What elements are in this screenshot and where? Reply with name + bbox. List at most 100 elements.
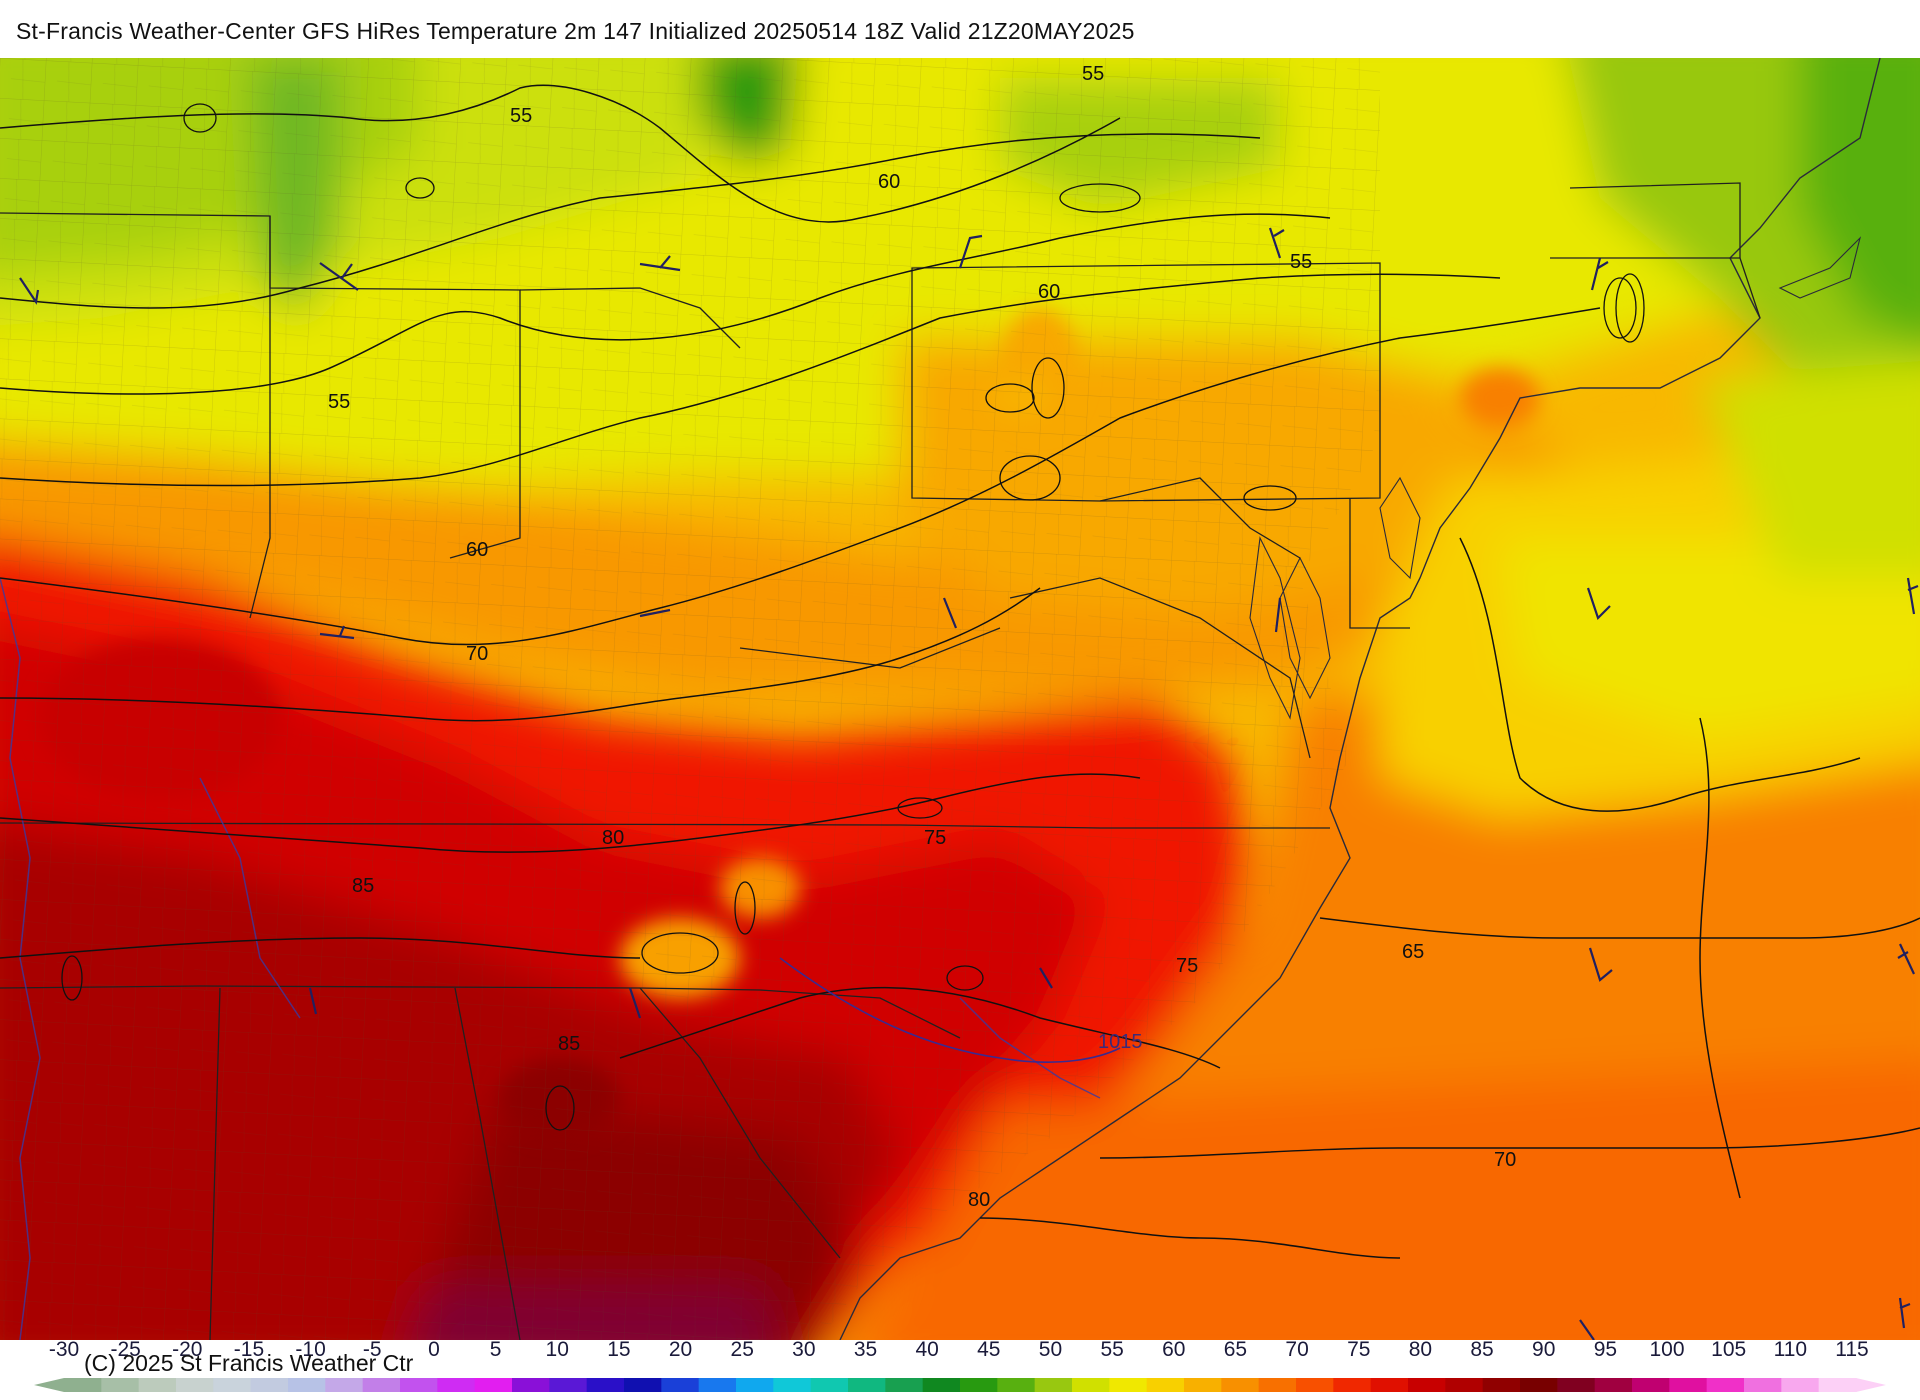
contour-label: 70: [466, 643, 488, 665]
colorbar-swatch: [400, 1378, 438, 1392]
colorbar-tick-label: 70: [1285, 1338, 1309, 1361]
colorbar-arrow-right: [1856, 1378, 1886, 1392]
colorbar-swatch: [1781, 1378, 1820, 1392]
contour-label: 70: [1494, 1149, 1516, 1171]
temperature-map[interactable]: 55 55 55 55 60 60 60 70 80 75 85 85 75 8…: [0, 58, 1920, 1340]
colorbar-tick-label: 20: [668, 1338, 693, 1361]
colorbar-swatch: [1557, 1378, 1596, 1392]
contour-label: 65: [1402, 941, 1424, 963]
colorbar-tick-label: 80: [1408, 1338, 1433, 1361]
colorbar-swatch: [960, 1378, 998, 1392]
colorbar-tick-label: -25: [110, 1338, 141, 1361]
contour-label: 75: [924, 827, 946, 849]
colorbar-swatch: [549, 1378, 588, 1392]
colorbar-swatch: [1445, 1378, 1484, 1392]
colorbar-tick-label: 50: [1038, 1338, 1063, 1361]
contour-label: 80: [602, 827, 624, 849]
county-lines: [0, 58, 1380, 1340]
colorbar-swatch: [1034, 1378, 1073, 1392]
colorbar-swatch: [1296, 1378, 1334, 1392]
colorbar-tick-label: 15: [607, 1338, 631, 1361]
map-canvas[interactable]: 55 55 55 55 60 60 60 70 80 75 85 85 75 8…: [0, 58, 1920, 1340]
colorbar-swatch: [1258, 1378, 1297, 1392]
colorbar-tick-label: 60: [1162, 1338, 1186, 1361]
colorbar-tick-label: -5: [362, 1338, 382, 1361]
colorbar-strip: [34, 1378, 1886, 1392]
colorbar-swatch: [1669, 1378, 1708, 1392]
title-bar: St-Francis Weather-Center GFS HiRes Temp…: [0, 0, 1920, 58]
temperature-colorbar: -30 -25 -20 -15 -10 -5 0 5 10 15 20 25 30 35 40 45 50 55 6…: [0, 1338, 1920, 1400]
colorbar-tick-label: 25: [730, 1338, 754, 1361]
rivers: [0, 577, 1101, 1340]
colorbar-tick-label: 40: [915, 1338, 939, 1361]
colorbar-swatch: [773, 1378, 812, 1392]
contour-label: 85: [558, 1033, 580, 1055]
state-borders: [0, 182, 1761, 1340]
colorbar-tick-label: 35: [853, 1338, 878, 1361]
colorbar-swatch: [250, 1378, 289, 1392]
colorbar-tick-label: -15: [233, 1338, 265, 1361]
colorbar-swatch: [1109, 1378, 1148, 1392]
colorbar-arrow-left: [34, 1378, 64, 1392]
contour-label: 60: [1038, 281, 1060, 303]
colorbar-tick-label: 85: [1470, 1338, 1494, 1361]
colorbar-tick-label: -10: [295, 1338, 326, 1361]
colorbar-swatch: [1520, 1378, 1558, 1392]
colorbar-swatch: [885, 1378, 924, 1392]
colorbar-swatch: [1706, 1378, 1745, 1392]
colorbar-swatch: [1221, 1378, 1260, 1392]
colorbar-swatch: [1333, 1378, 1372, 1392]
colorbar-swatch: [1408, 1378, 1446, 1392]
colorbar-swatch: [437, 1378, 476, 1392]
contour-label: 55: [328, 391, 350, 413]
isotherm-contours: [0, 84, 1920, 1259]
map-title: St-Francis Weather-Center GFS HiRes Temp…: [16, 18, 1135, 44]
colorbar-swatch: [288, 1378, 326, 1392]
colorbar-swatch: [586, 1378, 625, 1392]
colorbar-swatch: [138, 1378, 177, 1392]
colorbar-tick-label: 10: [545, 1338, 569, 1361]
wind-barbs: [19, 227, 1919, 1340]
isobar-label: 1015: [1098, 1031, 1143, 1053]
colorbar-tick-label: 5: [489, 1338, 502, 1361]
contour-label: 55: [510, 105, 532, 127]
colorbar-tick-label: 100: [1649, 1338, 1685, 1361]
colorbar-tick-label: 115: [1835, 1338, 1869, 1361]
colorbar-swatch: [325, 1378, 364, 1392]
colorbar-swatch: [848, 1378, 886, 1392]
colorbar-tick-label: 65: [1223, 1338, 1248, 1361]
colorbar-tick-label: -20: [172, 1338, 203, 1361]
contour-label: 75: [1176, 955, 1198, 977]
contour-label: 60: [466, 539, 488, 561]
colorbar-tick-label: 0: [428, 1338, 440, 1361]
colorbar-swatch: [997, 1378, 1036, 1392]
colorbar-swatch: [474, 1378, 513, 1392]
small-contour-loops: [61, 103, 1645, 1131]
colorbar-tick-label: 105: [1711, 1338, 1747, 1361]
colorbar-swatch: [1632, 1378, 1670, 1392]
colorbar-swatch: [736, 1378, 774, 1392]
colorbar-swatch: [922, 1378, 961, 1392]
colorbar-swatch: [1184, 1378, 1222, 1392]
colorbar-swatch: [362, 1378, 401, 1392]
colorbar-swatch: [624, 1378, 662, 1392]
colorbar-swatch: [1370, 1378, 1409, 1392]
colorbar-tick-label: 95: [1593, 1338, 1618, 1361]
colorbar-swatch: [64, 1378, 102, 1392]
colorbar-swatch: [1744, 1378, 1782, 1392]
colorbar-tick-label: 90: [1532, 1338, 1556, 1361]
contour-label: 60: [878, 171, 900, 193]
colorbar-swatch: [698, 1378, 737, 1392]
contour-label: 55: [1290, 251, 1312, 273]
colorbar-swatch: [213, 1378, 252, 1392]
contour-labels: 55 55 55 55 60 60 60 70 80 75 85 85 75 8…: [328, 63, 1516, 1211]
colorbar-swatch: [1594, 1378, 1633, 1392]
colorbar-swatch: [101, 1378, 140, 1392]
colorbar-swatch: [1146, 1378, 1185, 1392]
colorbar-tick-label: 110: [1773, 1338, 1808, 1361]
colorbar-tick-label: 55: [1100, 1338, 1124, 1361]
colorbar-swatch: [1482, 1378, 1521, 1392]
colorbar-tick-label: 75: [1347, 1338, 1371, 1361]
colorbar-tick-label: -30: [48, 1338, 80, 1361]
colorbar-swatch: [661, 1378, 700, 1392]
